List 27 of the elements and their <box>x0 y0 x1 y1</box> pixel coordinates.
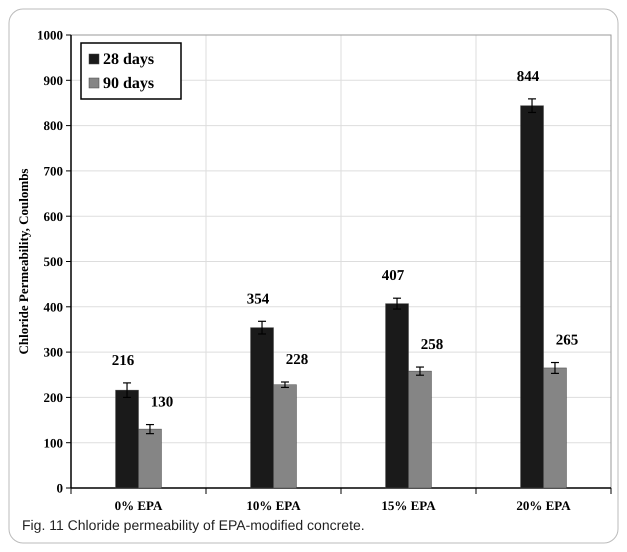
y-tick-label: 500 <box>44 254 63 270</box>
legend-label: 90 days <box>103 75 154 92</box>
data-label: 130 <box>150 394 174 411</box>
x-tick-label: 20% EPA <box>516 498 572 513</box>
data-label: 216 <box>112 352 135 369</box>
legend-label: 28 days <box>103 51 154 68</box>
x-tick-label: 15% EPA <box>381 498 436 513</box>
y-tick-label: 100 <box>44 435 63 450</box>
data-label: 258 <box>420 337 444 354</box>
y-tick-label: 900 <box>44 72 63 88</box>
data-label: 228 <box>286 352 308 368</box>
data-label: 407 <box>382 268 405 284</box>
data-label: 265 <box>556 332 578 349</box>
y-tick-label: 600 <box>44 208 63 224</box>
data-label: 354 <box>246 291 270 308</box>
y-tick-label: 1000 <box>37 28 63 43</box>
x-tick-label: 10% EPA <box>246 498 302 513</box>
y-tick-label: 300 <box>44 344 63 360</box>
y-tick-label: 0 <box>56 480 63 496</box>
y-axis-title: Chloride Permeability, Coulombs <box>16 168 31 354</box>
y-tick-label: 200 <box>44 390 63 405</box>
y-tick-label: 400 <box>44 299 63 314</box>
x-tick-label: 0% EPA <box>114 498 163 513</box>
data-label: 844 <box>516 68 540 85</box>
caption: Fig. 11 Chloride permeability of EPA-modified concrete. <box>22 517 365 533</box>
y-tick-label: 800 <box>44 118 63 134</box>
y-tick-label: 700 <box>44 163 63 178</box>
